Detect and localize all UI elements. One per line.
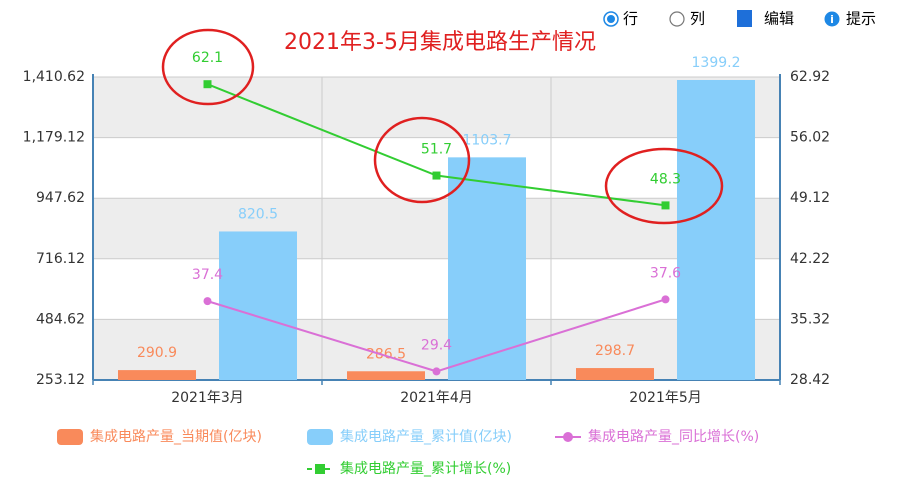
chart-title: 2021年3-5月集成电路生产情况 xyxy=(284,30,596,55)
legend-marker xyxy=(563,432,573,442)
y-tick-label: 947.62 xyxy=(36,190,85,206)
toolbar-option[interactable]: 列 xyxy=(690,10,705,28)
bar xyxy=(347,371,425,380)
bar xyxy=(677,79,755,380)
y-tick-label: 253.12 xyxy=(36,372,85,388)
point xyxy=(203,80,212,89)
legend-marker xyxy=(315,464,325,474)
radio-col[interactable] xyxy=(669,11,685,27)
bar xyxy=(219,231,297,380)
y-tick-label: 484.62 xyxy=(36,311,85,327)
point xyxy=(432,171,441,180)
value-label: 48.3 xyxy=(650,171,681,187)
value-label: 290.9 xyxy=(137,345,177,361)
toolbar-option[interactable]: 提示 xyxy=(846,10,876,28)
y-tick-label: 716.12 xyxy=(36,251,85,267)
grid-band xyxy=(93,198,780,259)
point xyxy=(661,201,670,210)
value-label: 51.7 xyxy=(421,142,452,158)
value-label: 62.1 xyxy=(192,50,223,66)
legend-label[interactable]: 集成电路产量_同比增长(%) xyxy=(588,428,759,445)
x-tick-label: 2021年5月 xyxy=(629,390,702,406)
value-label: 1103.7 xyxy=(463,132,512,148)
y2-tick-label: 62.92 xyxy=(790,69,830,85)
value-label: 29.4 xyxy=(421,337,452,353)
y-tick-label: 1,410.62 xyxy=(23,69,85,85)
value-label: 298.7 xyxy=(595,343,635,359)
highlight-circle xyxy=(161,28,255,106)
bar xyxy=(448,157,526,380)
highlight-circle xyxy=(373,116,471,204)
y2-tick-label: 49.12 xyxy=(790,190,830,206)
value-label: 37.6 xyxy=(650,265,681,281)
toolbar-option[interactable]: 行 xyxy=(623,10,638,28)
value-label: 1399.2 xyxy=(692,55,741,71)
y2-tick-label: 56.02 xyxy=(790,130,830,146)
x-tick-label: 2021年4月 xyxy=(400,390,473,406)
point xyxy=(432,367,441,376)
edit-icon[interactable] xyxy=(737,10,752,27)
radio-row[interactable] xyxy=(603,11,619,27)
point xyxy=(661,295,670,304)
x-tick-label: 2021年3月 xyxy=(171,390,244,406)
legend-label[interactable]: 集成电路产量_累计值(亿块) xyxy=(340,428,512,445)
hint-icon-glyph: i xyxy=(830,13,834,26)
legend-swatch xyxy=(307,429,333,445)
bar xyxy=(576,368,654,380)
value-label: 820.5 xyxy=(238,206,278,222)
y-tick-label: 1,179.12 xyxy=(23,130,85,146)
radio-row-dot xyxy=(607,15,615,23)
highlight-circle xyxy=(604,147,724,225)
point xyxy=(203,297,212,306)
y2-tick-label: 35.32 xyxy=(790,311,830,327)
legend-swatch xyxy=(57,429,83,445)
bar xyxy=(118,370,196,380)
y2-tick-label: 28.42 xyxy=(790,372,830,388)
y2-tick-label: 42.22 xyxy=(790,251,830,267)
grid-band xyxy=(93,77,780,138)
legend-label[interactable]: 集成电路产量_当期值(亿块) xyxy=(90,428,262,445)
legend-label[interactable]: 集成电路产量_累计增长(%) xyxy=(340,460,511,477)
toolbar-option[interactable]: 编辑 xyxy=(764,10,794,28)
hint-icon[interactable] xyxy=(824,11,840,27)
value-label: 37.4 xyxy=(192,267,223,283)
